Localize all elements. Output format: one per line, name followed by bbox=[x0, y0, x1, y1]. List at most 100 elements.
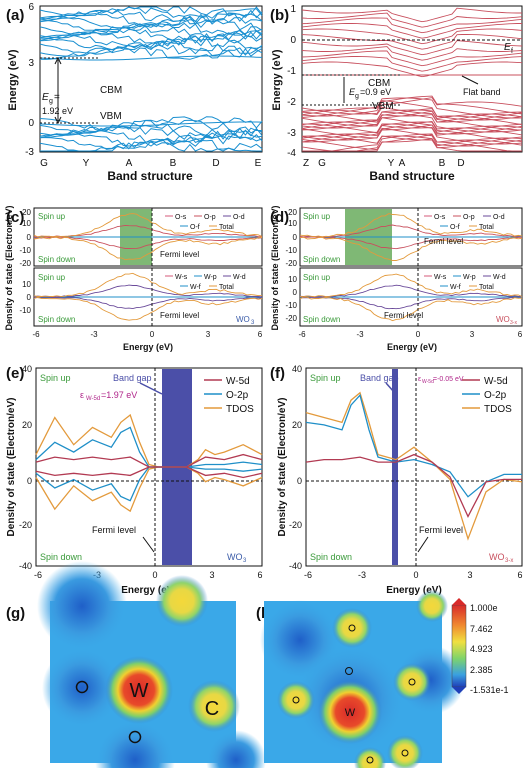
xtick: -6 bbox=[34, 570, 42, 580]
xtick: -6 bbox=[32, 330, 40, 339]
panel-c-material: WO bbox=[236, 315, 250, 324]
panel-a-eg-value: 1.92 eV bbox=[42, 106, 73, 116]
legend-label: TDOS bbox=[226, 404, 254, 415]
xtick: 0 bbox=[416, 330, 421, 339]
panel-f-curves bbox=[305, 391, 523, 541]
ytick: 20 bbox=[292, 420, 302, 430]
panel-a-bands bbox=[39, 6, 263, 152]
band-line bbox=[301, 100, 523, 121]
panel-c-label: (c) bbox=[6, 209, 24, 226]
xtick: 6 bbox=[518, 330, 523, 339]
panel-e-ylabel: Density of state (Electron/eV) bbox=[6, 398, 17, 537]
ytick: 0 bbox=[27, 293, 32, 302]
band-line bbox=[301, 50, 523, 67]
ytick: -20 bbox=[285, 259, 297, 268]
panel-g-o-atom bbox=[128, 730, 142, 744]
dos-curve bbox=[33, 284, 263, 298]
panel-b-kpoint: G bbox=[318, 158, 326, 169]
panel-a: (a) CBM VBM E g = 1.92 eV 6 3 0 -3 Energ… bbox=[6, 2, 263, 169]
panel-a-xlabel: Band structure bbox=[107, 169, 193, 183]
panel-d-xlabel: Energy (eV) bbox=[387, 342, 437, 352]
legend-label: W-f bbox=[190, 284, 201, 291]
legend-label: O-p bbox=[463, 214, 475, 221]
legend-label: W-s bbox=[434, 274, 447, 281]
panel-g-label: (g) bbox=[6, 605, 25, 622]
panel-b-kpoints: Z G Y A B D bbox=[303, 158, 465, 169]
panel-g-density bbox=[188, 680, 240, 732]
ytick: -20 bbox=[285, 314, 297, 323]
panel-a-kpoint: Y bbox=[83, 158, 90, 169]
xtick: 0 bbox=[152, 570, 157, 580]
xtick: 3 bbox=[470, 330, 475, 339]
band-line bbox=[39, 22, 263, 36]
ytick: 0 bbox=[27, 476, 32, 486]
ytick: 10 bbox=[22, 219, 31, 228]
ytick: 20 bbox=[22, 420, 32, 430]
legend-label: W-s bbox=[175, 274, 188, 281]
band-line bbox=[301, 111, 523, 123]
band-line bbox=[39, 55, 263, 61]
band-line bbox=[39, 43, 263, 57]
legend-label: O-f bbox=[450, 224, 460, 231]
ytick: 20 bbox=[288, 208, 297, 217]
panel-e-fermi: Fermi level bbox=[92, 525, 136, 535]
panel-b-ytick: 1 bbox=[290, 4, 296, 15]
band-line bbox=[39, 46, 263, 60]
panel-b-ytick: -3 bbox=[287, 128, 296, 139]
panel-g-w-density bbox=[105, 656, 173, 724]
band-line bbox=[302, 135, 522, 152]
panel-a-arrow-heads bbox=[54, 56, 62, 125]
panel-a-eg-sub: g bbox=[49, 98, 53, 105]
colorbar-tick: 7.462 bbox=[470, 624, 493, 634]
panel-b-flat-band: Flat band bbox=[463, 87, 501, 97]
ytick: -20 bbox=[289, 520, 302, 530]
ytick: -10 bbox=[19, 306, 31, 315]
panel-b-kpoint: Z bbox=[303, 158, 309, 169]
panel-c-top-curves bbox=[33, 213, 263, 261]
panel-d-material: WO bbox=[496, 315, 510, 324]
colorbar-bottom-arrow bbox=[452, 687, 466, 694]
dos-curve bbox=[33, 272, 262, 297]
legend-label: Total bbox=[479, 224, 494, 231]
panel-c-spin-down-bottom: Spin down bbox=[38, 315, 75, 324]
panel-f-eps: ε bbox=[418, 376, 421, 383]
xtick: 0 bbox=[413, 570, 418, 580]
panel-d-spin-down: Spin down bbox=[303, 255, 340, 264]
xtick: -3 bbox=[358, 570, 366, 580]
band-line bbox=[39, 119, 263, 134]
band-line bbox=[301, 23, 522, 39]
ytick: -10 bbox=[19, 246, 31, 255]
band-line bbox=[301, 34, 523, 50]
legend-label: O-d bbox=[493, 214, 505, 221]
dos-series-tdos bbox=[305, 391, 523, 541]
band-line bbox=[39, 37, 263, 51]
panel-d-legend-top: O-s O-p O-d O-f Total bbox=[424, 214, 505, 231]
panel-h-atom bbox=[408, 678, 416, 686]
ytick: 10 bbox=[288, 219, 297, 228]
panel-f-material: WO bbox=[489, 552, 505, 562]
panel-e-eps-sub: W-5d bbox=[86, 396, 100, 402]
ytick: 10 bbox=[288, 275, 297, 284]
dos-curve bbox=[299, 236, 523, 261]
panel-a-kpoint: A bbox=[126, 158, 133, 169]
panel-f-material-sub: 3-x bbox=[505, 558, 513, 564]
panel-e-eps-value: =1.97 eV bbox=[101, 390, 137, 400]
panel-a-vbm: VBM bbox=[100, 111, 122, 122]
panel-f-xticks: -6 -3 0 3 6 bbox=[304, 570, 523, 580]
panel-c-spin-down: Spin down bbox=[38, 255, 75, 264]
panel-e-xlabel: Energy (eV) bbox=[121, 585, 177, 596]
panel-d-bottom-curves bbox=[299, 273, 523, 322]
colorbar-tick: -1.531e-1 bbox=[470, 685, 509, 695]
panel-a-ytick: 0 bbox=[28, 118, 34, 129]
panel-c-bottom-curves bbox=[33, 272, 263, 321]
dos-series-w-5d-spin-down bbox=[35, 466, 263, 479]
xtick: 3 bbox=[467, 570, 472, 580]
xtick: 6 bbox=[257, 570, 262, 580]
dos-series-o-2p-spin-down bbox=[35, 466, 263, 502]
band-line bbox=[39, 31, 263, 45]
panel-f-ylabel: Density of state (Electron/eV) bbox=[277, 398, 288, 537]
panel-f: (f) Spin up Spin down Band gap ε W-5d =-… bbox=[270, 364, 523, 596]
band-line bbox=[301, 97, 523, 119]
panel-b-eg-value: =0.9 eV bbox=[360, 87, 391, 97]
dos-series-tdos-spin-down bbox=[35, 466, 263, 513]
